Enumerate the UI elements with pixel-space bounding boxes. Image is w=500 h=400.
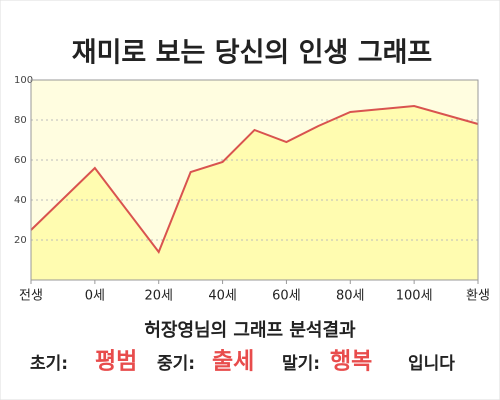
x-tick-label: 60세 (272, 289, 301, 304)
x-tick-label: 전생 (19, 289, 43, 304)
x-tick-label: 80세 (336, 289, 365, 304)
result-label: 중기: (157, 354, 195, 374)
result-heading: 허장영님의 그래프 분석결과 (144, 320, 356, 341)
area (31, 106, 478, 280)
x-tick-label: 환생 (466, 289, 490, 304)
result-ending: 입니다 (408, 354, 455, 374)
result-value: 평범 (95, 349, 137, 375)
result-label: 말기: (282, 353, 320, 374)
x-tick-label: 100세 (396, 289, 433, 304)
y-tick-label: 40 (14, 195, 27, 206)
y-tick-label: 80 (14, 115, 27, 126)
y-tick-label: 100 (14, 75, 33, 86)
x-tick-label: 40세 (208, 289, 237, 304)
result-value: 출세 (212, 349, 254, 375)
result-label: 초기: (30, 354, 68, 374)
x-tick-label: 20세 (144, 289, 173, 304)
y-tick-label: 60 (14, 155, 27, 166)
y-tick-label: 20 (14, 235, 27, 246)
plot-area: 20 40 60 80 100 전생 0세 20세 40세 60세 80세 100세 환생 (14, 75, 490, 304)
result-line: 초기: 평범 중기: 출세 말기: 행복 입니다 (30, 349, 455, 375)
chart-title: 재미로 보는 당신의 인생 그래프 (72, 38, 433, 69)
line (30, 104, 479, 255)
x-tick-label: 0세 (85, 289, 105, 304)
result-value: 행복 (330, 349, 372, 375)
plot-border (30, 79, 479, 281)
